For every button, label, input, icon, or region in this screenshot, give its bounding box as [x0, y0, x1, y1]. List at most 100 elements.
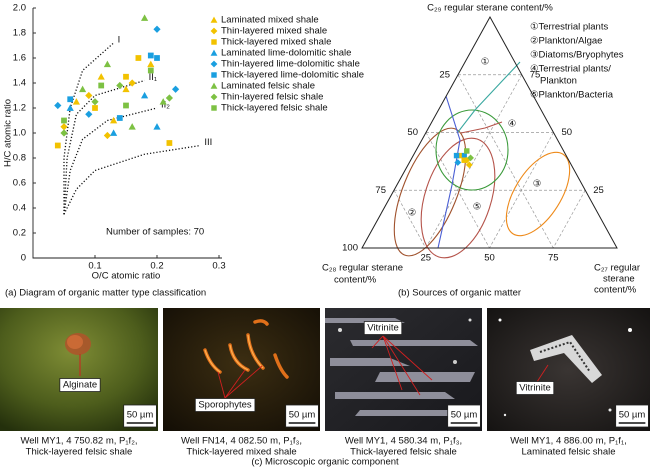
- grid-line: [425, 132, 490, 249]
- marker: [159, 98, 167, 105]
- photo-caption: Thick-layered mixed shale: [186, 447, 296, 458]
- reference-curve: [63, 42, 115, 215]
- tick-label: 25: [593, 185, 604, 196]
- reference-curve: [63, 79, 145, 215]
- curve-label: I: [118, 35, 121, 46]
- y-tick-label: 0.8: [13, 153, 26, 164]
- region-outline: [435, 109, 509, 191]
- marker: [461, 157, 467, 163]
- marker: [54, 142, 61, 149]
- label-box: [59, 378, 101, 392]
- x-tick-label: 0.2: [150, 261, 163, 272]
- region-label: ③: [533, 179, 542, 190]
- marker: [128, 123, 136, 130]
- marker: [172, 85, 180, 93]
- marker: [461, 152, 467, 159]
- photo-caption: Well FN14, 4 082.50 m, P₁f₃,: [181, 436, 302, 447]
- marker: [165, 94, 173, 102]
- photo-caption: Well MY1, 4 886.00 m, P₁f₁,: [510, 436, 627, 447]
- legend-label: Thick-layered felsic shale: [221, 103, 328, 114]
- scale-box: [285, 404, 319, 428]
- marker: [98, 82, 105, 89]
- marker: [54, 101, 62, 110]
- tick-label: 50: [562, 127, 573, 138]
- region-legend: ③Diatoms/Bryophytes: [530, 50, 624, 61]
- grid-line: [425, 74, 523, 249]
- photo-caption: Well MY1, 4 750.82 m, P₁f₂,: [20, 436, 137, 447]
- boundary-line: [460, 121, 503, 134]
- marker: [141, 91, 149, 99]
- scale-label: 50 µm: [127, 410, 154, 421]
- region-label: ②: [408, 208, 417, 219]
- marker: [467, 154, 474, 162]
- label-box: [363, 321, 403, 335]
- marker: [210, 93, 218, 101]
- photo-caption: Thick-layered felsic shale: [26, 447, 133, 458]
- marker: [103, 131, 111, 140]
- y-tick-label: 1.0: [13, 128, 26, 139]
- marker: [210, 27, 218, 35]
- marker: [60, 129, 68, 137]
- curve-label: III: [204, 137, 212, 148]
- photo-label: Vitrinite: [519, 383, 551, 394]
- photo-label: Sporophytes: [198, 400, 252, 411]
- photo-label: Alginate: [63, 380, 97, 391]
- photo-caption: Laminated felsic shale: [522, 447, 616, 458]
- marker: [166, 140, 173, 146]
- region-legend: ④Terrestrial plants/: [530, 64, 611, 75]
- marker: [135, 55, 142, 61]
- legend-label: Thick-layered lime-dolomitic shale: [221, 70, 364, 81]
- label-box: [515, 381, 555, 395]
- legend-label: Thin-layered mixed shale: [221, 26, 327, 37]
- region-label: ①: [481, 57, 490, 68]
- legend-label: Thin-layered lime-dolomitic shale: [221, 59, 360, 70]
- marker: [116, 115, 123, 121]
- scale-box: [447, 404, 481, 428]
- right-axis-label: sterane: [603, 274, 635, 285]
- marker: [210, 60, 218, 68]
- marker: [147, 52, 154, 59]
- legend-label: Thick-layered mixed shale: [221, 37, 331, 48]
- marker: [141, 14, 149, 21]
- region-legend: ⑤Plankton/Bacteria: [530, 90, 614, 101]
- region-label: ④: [508, 119, 517, 130]
- marker: [91, 98, 99, 106]
- marker: [97, 73, 105, 80]
- marker: [66, 104, 74, 111]
- reference-curve: [63, 107, 158, 215]
- marker: [67, 96, 74, 103]
- marker: [154, 55, 160, 61]
- tick-label: 75: [548, 253, 559, 264]
- tick-label: 25: [439, 69, 450, 80]
- right-axis-label: C₂₇ regular: [594, 263, 640, 274]
- marker: [123, 73, 129, 80]
- scale-label: 50 µm: [289, 410, 316, 421]
- legend-box: [207, 13, 347, 115]
- left-axis-label: C₂₈ regular sterane: [322, 263, 403, 274]
- marker: [110, 129, 118, 136]
- label-box: [194, 398, 256, 412]
- tick-label: 25: [420, 253, 431, 264]
- grid-line: [489, 132, 554, 249]
- region-legend: Plankton: [540, 76, 577, 87]
- marker: [210, 49, 218, 56]
- region-label: ⑤: [473, 202, 482, 213]
- region-legend: ①Terrestrial plants: [530, 22, 608, 33]
- marker: [211, 39, 217, 45]
- grid-line: [552, 190, 586, 249]
- tick-label: 50: [484, 253, 495, 264]
- marker: [147, 60, 155, 68]
- marker: [454, 159, 462, 166]
- region-legend: ②Plankton/Algae: [530, 36, 602, 47]
- photo: [487, 308, 650, 431]
- marker: [103, 60, 111, 68]
- panel-caption: (a) Diagram of organic matter type class…: [5, 288, 206, 299]
- marker: [116, 81, 124, 90]
- marker: [153, 123, 161, 130]
- y-tick-label: 1.8: [13, 28, 26, 39]
- x-tick-label: 0.1: [88, 261, 101, 272]
- ternary-frame: [361, 15, 618, 249]
- x-tick-label: 0.3: [212, 261, 225, 272]
- grid-line: [457, 74, 554, 249]
